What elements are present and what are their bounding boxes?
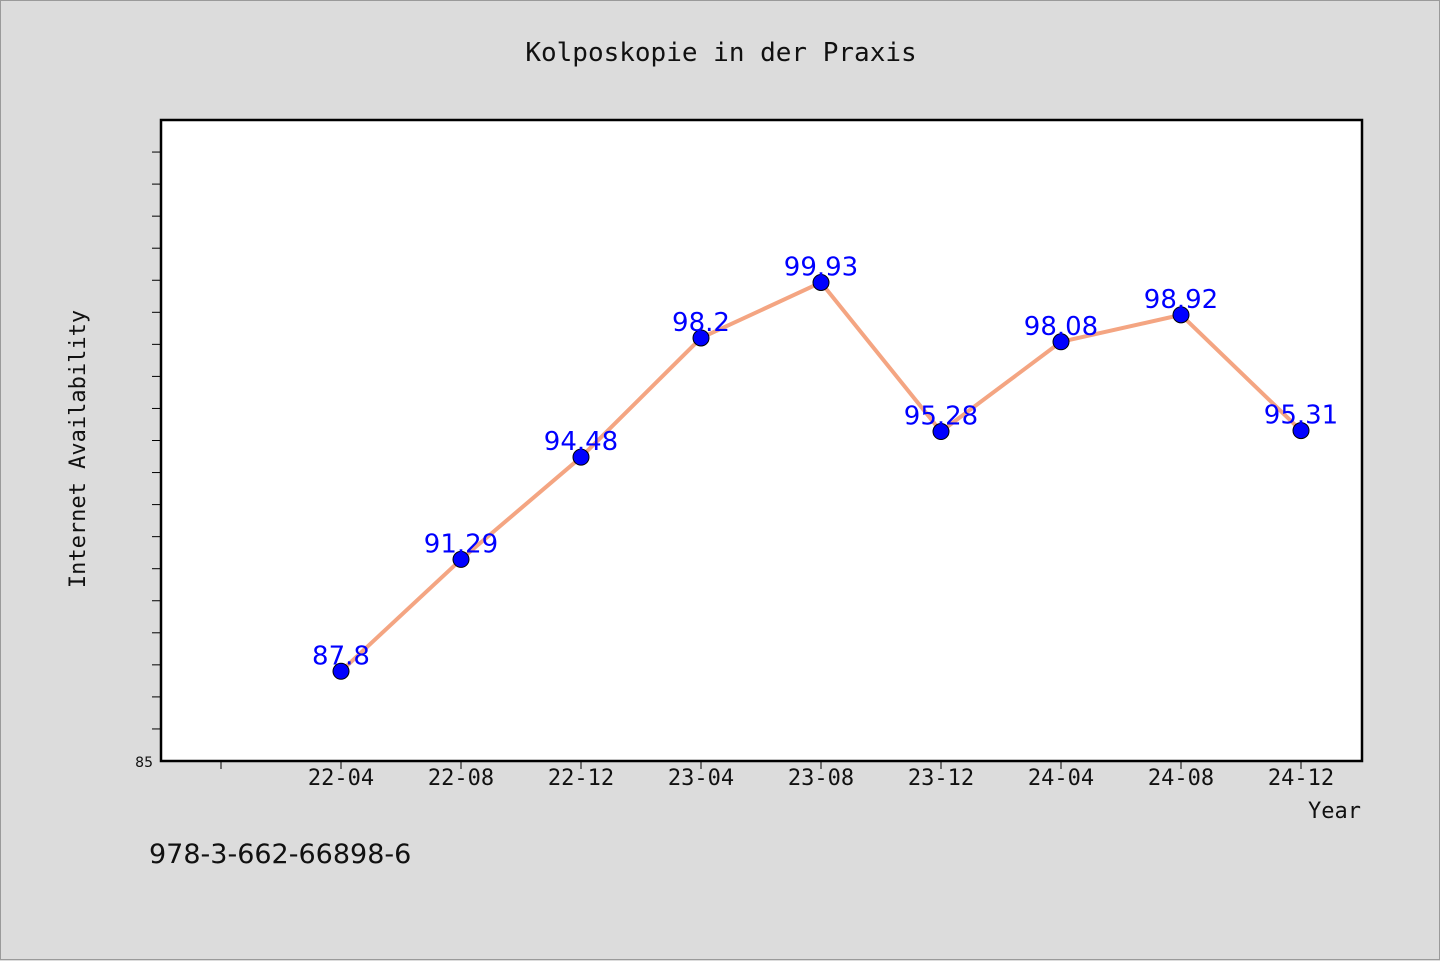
chart-title: Kolposkopie in der Praxis xyxy=(525,38,916,68)
data-point xyxy=(1052,333,1070,351)
x-tick-label: 24-08 xyxy=(1148,766,1214,791)
data-label: 99.93 xyxy=(784,252,858,282)
data-label: 98.2 xyxy=(672,308,730,338)
x-tick-label: 23-04 xyxy=(668,766,734,791)
y-tick-label: 85 xyxy=(135,755,153,771)
y-axis-label: Internet Availability xyxy=(66,310,91,588)
data-label: 95.31 xyxy=(1264,401,1338,431)
data-point xyxy=(1172,306,1190,324)
data-point xyxy=(332,662,350,680)
data-label: 87.8 xyxy=(312,641,370,671)
x-tick-label: 22-04 xyxy=(308,766,374,791)
x-tick-label: 22-08 xyxy=(428,766,494,791)
x-axis-ticks: 22-04 22-08 22-12 23-04 23-08 23-12 24-04 24-08… xyxy=(220,761,1334,791)
data-point xyxy=(692,329,710,347)
data-point xyxy=(1292,422,1310,440)
x-axis-label: Year xyxy=(1308,799,1361,824)
data-label: 95.28 xyxy=(904,402,978,432)
x-tick-label: 22-12 xyxy=(548,766,614,791)
series-layer: 87.8 91.29 94.48 98.2 99.93 95.28 98.08 98.92 95… xyxy=(312,252,1338,680)
data-point xyxy=(932,423,950,441)
data-point xyxy=(812,273,830,291)
data-label: 94.48 xyxy=(544,427,618,457)
x-tick-label: 24-12 xyxy=(1268,766,1334,791)
data-label: 98.08 xyxy=(1024,312,1098,342)
data-label: 98.92 xyxy=(1144,285,1218,315)
data-point xyxy=(572,448,590,466)
x-tick-label: 24-04 xyxy=(1028,766,1094,791)
y-axis-ticks: 85 xyxy=(135,151,161,771)
isbn-footer: 978-3-662-66898-6 xyxy=(149,839,411,870)
data-point xyxy=(452,550,470,568)
x-tick-label: 23-12 xyxy=(908,766,974,791)
x-tick-label: 23-08 xyxy=(788,766,854,791)
data-label: 91.29 xyxy=(424,529,498,559)
